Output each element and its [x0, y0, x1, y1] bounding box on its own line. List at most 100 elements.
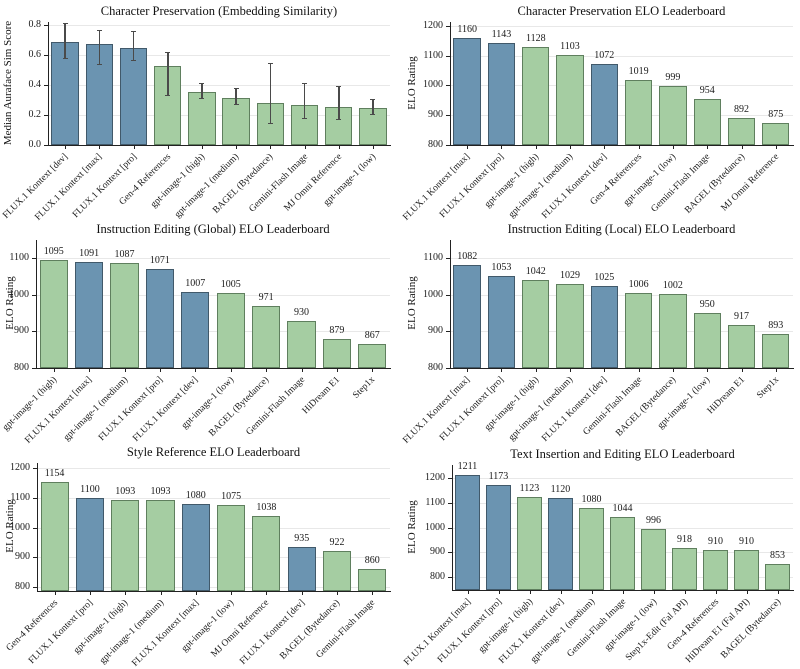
x-tick-mark: [372, 146, 374, 149]
error-bar: [269, 63, 272, 124]
bar: [556, 54, 584, 145]
y-tick-label: 1100: [10, 491, 30, 503]
y-tick-label: 800: [15, 581, 30, 593]
bar-value-label: 1044: [612, 502, 633, 514]
gridline: [450, 25, 793, 27]
bar-value-label: 1100: [80, 483, 100, 495]
y-tick-label: 1000: [9, 288, 29, 300]
gridline: [37, 557, 390, 559]
y-tick-label: 1100: [423, 49, 443, 61]
error-bar-cap: [370, 113, 376, 115]
x-tick-mark: [501, 146, 503, 149]
bar: [727, 117, 756, 145]
y-tick-label: 0.6: [28, 49, 42, 60]
bar-value-label: 1160: [457, 23, 477, 35]
bar: [590, 64, 618, 145]
x-tick-mark: [338, 146, 340, 149]
gridline: [48, 55, 390, 56]
bar: [322, 339, 351, 368]
bar-value-label: 930: [294, 306, 309, 318]
gridline: [36, 294, 390, 296]
bar-value-label: 1091: [79, 247, 100, 259]
bar: [556, 284, 584, 368]
y-axis-label: ELO Rating: [4, 276, 16, 330]
x-tick-mark: [467, 369, 469, 372]
gridline: [450, 258, 793, 260]
bar-value-label: 1053: [491, 261, 512, 273]
y-tick-mark: [446, 331, 450, 333]
bar: [672, 547, 697, 590]
x-tick-mark: [124, 369, 126, 372]
x-tick-mark: [638, 146, 640, 149]
bar: [217, 505, 246, 591]
y-tick-label: 900: [14, 325, 29, 337]
bar-value-label: 1006: [628, 278, 649, 290]
x-tick-mark: [160, 592, 162, 595]
bar: [74, 261, 104, 368]
x-tick-mark: [99, 146, 101, 149]
x-tick-mark: [707, 369, 709, 372]
x-tick-mark: [372, 592, 374, 595]
y-tick-label: 1100: [9, 252, 29, 264]
x-tick-mark: [604, 146, 606, 149]
error-bar-cap: [233, 88, 239, 90]
chart-style-reference-elo: Style Reference ELO Leaderboard ELO Ratin…: [0, 445, 400, 669]
error-bar-cap: [233, 104, 239, 106]
error-bar-cap: [302, 117, 307, 119]
y-tick-label: 1000: [10, 521, 30, 533]
bar-value-label: 918: [677, 533, 692, 545]
x-tick-mark: [266, 369, 268, 372]
gridline: [37, 527, 390, 529]
x-tick-mark: [336, 369, 338, 372]
y-tick-mark: [446, 55, 450, 57]
error-bar-cap: [165, 52, 171, 54]
bar: [358, 343, 387, 368]
bar-value-label: 1093: [115, 485, 136, 497]
y-tick-label: 1000: [423, 288, 443, 300]
gridline: [37, 587, 390, 589]
bar-value-label: 1143: [491, 28, 512, 40]
gridline: [450, 55, 793, 57]
error-bar-cap: [165, 95, 171, 97]
x-tick-mark: [236, 146, 238, 149]
bar-value-label: 1080: [581, 493, 602, 505]
bar-value-label: 1025: [594, 271, 615, 283]
error-bar-cap: [336, 118, 342, 120]
bar: [487, 42, 516, 145]
y-tick-label: 0.0: [28, 139, 42, 150]
y-tick-label: 900: [430, 546, 445, 558]
x-tick-mark: [54, 592, 56, 595]
x-tick-mark: [301, 592, 303, 595]
y-tick-mark: [33, 497, 37, 499]
y-tick-mark: [32, 258, 36, 260]
x-tick-mark: [501, 369, 503, 372]
bar-value-label: 996: [646, 514, 661, 526]
bar-value-label: 950: [699, 299, 715, 311]
bar: [762, 334, 790, 368]
x-tick-mark: [535, 369, 537, 372]
y-tick-mark: [44, 145, 48, 146]
x-tick-mark: [498, 591, 500, 594]
x-tick-mark: [535, 146, 537, 149]
x-tick-mark: [741, 369, 743, 372]
error-bar-cap: [96, 29, 102, 31]
y-axis-label: ELO Rating: [406, 276, 418, 330]
gridline: [452, 502, 793, 504]
x-tick-mark: [622, 591, 624, 594]
y-tick-label: 1200: [425, 471, 445, 483]
y-tick-mark: [44, 85, 48, 86]
x-tick-mark: [570, 369, 571, 372]
bar-value-label: 1082: [457, 250, 478, 262]
y-tick-label: 800: [428, 362, 443, 373]
y-tick-mark: [32, 331, 36, 333]
bar-value-label: 1087: [114, 249, 135, 260]
x-tick-mark: [372, 369, 374, 372]
error-bar-cap: [199, 83, 205, 85]
chart-character-preservation-similarity: Character Preservation (Embedding Simila…: [0, 0, 400, 223]
bar-value-label: 1038: [256, 502, 277, 514]
y-tick-label: 800: [14, 362, 29, 373]
bar: [287, 546, 316, 591]
bar-value-label: 1002: [662, 280, 683, 292]
bar: [110, 263, 139, 368]
gridline: [36, 258, 390, 260]
